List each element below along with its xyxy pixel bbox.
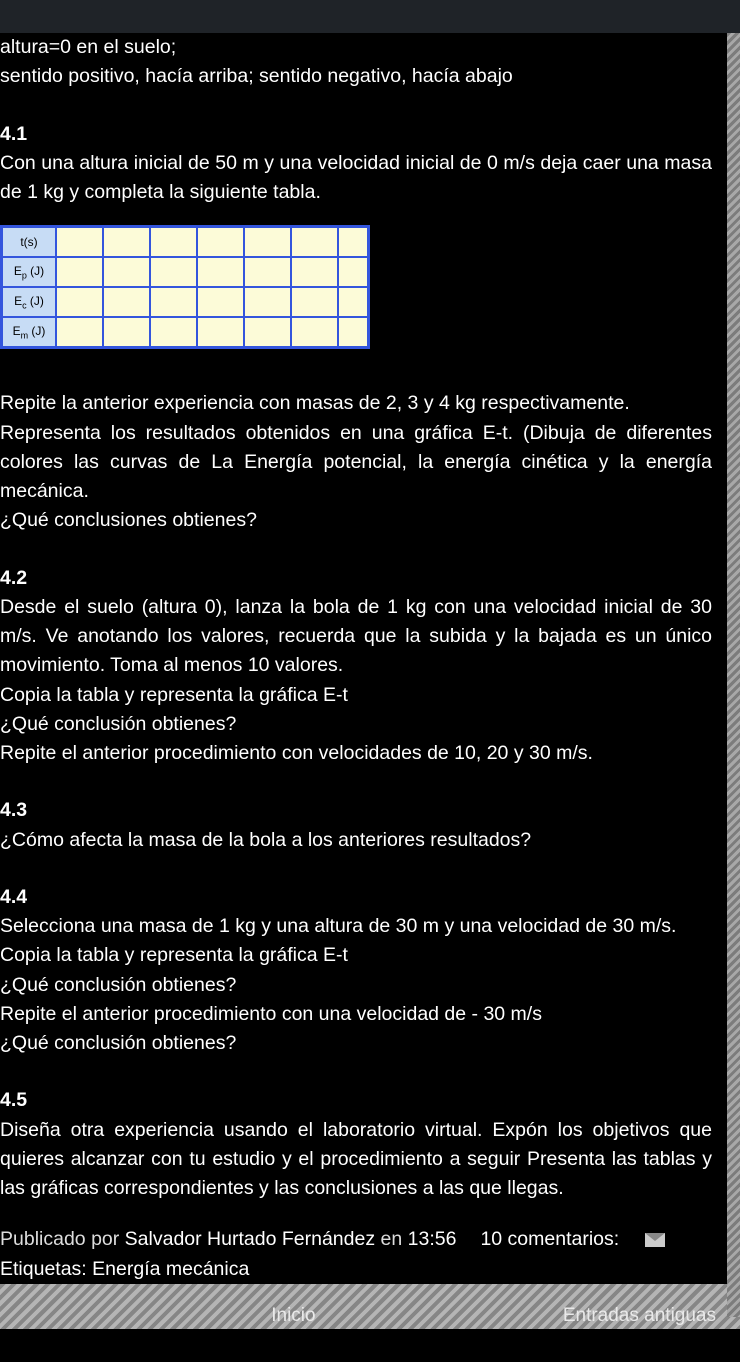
- section-4-1-after-3: ¿Qué conclusiones obtienes?: [0, 506, 712, 535]
- section-4-2-p2: Copia la tabla y representa la gráfica E…: [0, 681, 712, 710]
- older-posts-link[interactable]: Entradas antiguas: [563, 1305, 716, 1327]
- topbar: [0, 0, 740, 33]
- section-4-1-body: Con una altura inicial de 50 m y una vel…: [0, 149, 712, 208]
- table-cell: [338, 257, 368, 287]
- table-cell: [338, 317, 368, 347]
- at-label: en: [381, 1228, 403, 1250]
- table-cell: [291, 257, 338, 287]
- post-time[interactable]: 13:56: [408, 1228, 457, 1250]
- post-body: altura=0 en el suelo; sentido positivo, …: [0, 33, 712, 1284]
- section-4-5-p1: Diseña otra experiencia usando el labora…: [0, 1116, 712, 1204]
- table-cell: [244, 287, 291, 317]
- author-link[interactable]: Salvador Hurtado Fernández: [125, 1228, 375, 1250]
- table-cell: [338, 227, 368, 257]
- table-row-header: t(s): [2, 227, 56, 257]
- section-4-2-p3: ¿Qué conclusión obtienes?: [0, 710, 712, 739]
- table-row-header: Em (J): [2, 317, 56, 347]
- sidebar-edge: [727, 33, 740, 1317]
- table-cell: [291, 317, 338, 347]
- table-cell: [56, 227, 103, 257]
- blog-pager: Inicio Entradas antiguas: [0, 1284, 740, 1329]
- section-4-1-after-2: Representa los resultados obtenidos en u…: [0, 419, 712, 507]
- section-4-3-p1: ¿Cómo afecta la masa de la bola a los an…: [0, 826, 712, 855]
- table-cell: [244, 227, 291, 257]
- table-cell: [150, 227, 197, 257]
- heading-4-1: 4.1: [0, 120, 712, 149]
- table-cell: [150, 317, 197, 347]
- table-cell: [56, 257, 103, 287]
- table-cell: [103, 227, 150, 257]
- table-cell: [291, 227, 338, 257]
- table-cell: [338, 287, 368, 317]
- table-cell: [197, 317, 244, 347]
- section-4-4-p3: ¿Qué conclusión obtienes?: [0, 971, 712, 1000]
- section-4-4-p5: ¿Qué conclusión obtienes?: [0, 1029, 712, 1058]
- section-4-4-p2: Copia la tabla y representa la gráfica E…: [0, 941, 712, 970]
- table-cell: [197, 227, 244, 257]
- section-4-1-after-1: Repite la anterior experiencia con masas…: [0, 389, 712, 418]
- home-link[interactable]: Inicio: [24, 1305, 563, 1327]
- post-meta: Publicado por Salvador Hurtado Fernández…: [0, 1225, 712, 1284]
- section-4-2-p4: Repite el anterior procedimiento con vel…: [0, 739, 712, 768]
- section-4-4-p1: Selecciona una masa de 1 kg y una altura…: [0, 912, 712, 941]
- table-cell: [103, 317, 150, 347]
- heading-4-3: 4.3: [0, 796, 712, 825]
- table-cell: [291, 287, 338, 317]
- section-4-2-p1: Desde el suelo (altura 0), lanza la bola…: [0, 593, 712, 681]
- table-cell: [150, 287, 197, 317]
- table-cell: [103, 257, 150, 287]
- table-cell: [197, 257, 244, 287]
- intro-line-1: altura=0 en el suelo;: [0, 33, 712, 62]
- table-cell: [56, 287, 103, 317]
- heading-4-2: 4.2: [0, 564, 712, 593]
- intro-line-2: sentido positivo, hacía arriba; sentido …: [0, 62, 712, 91]
- table-cell: [150, 257, 197, 287]
- section-4-4-p4: Repite el anterior procedimiento con una…: [0, 1000, 712, 1029]
- email-post-icon[interactable]: [645, 1233, 665, 1247]
- table-row-header: Ep (J): [2, 257, 56, 287]
- table-cell: [244, 257, 291, 287]
- comments-link[interactable]: 10 comentarios:: [480, 1225, 619, 1254]
- heading-4-5: 4.5: [0, 1086, 712, 1115]
- table-cell: [244, 317, 291, 347]
- posted-by-label: Publicado por: [0, 1228, 119, 1250]
- table-cell: [197, 287, 244, 317]
- table-row-header: Ec (J): [2, 287, 56, 317]
- heading-4-4: 4.4: [0, 883, 712, 912]
- label-link[interactable]: Energía mecánica: [92, 1258, 249, 1280]
- table-cell: [103, 287, 150, 317]
- energy-table: t(s)Ep (J)Ec (J)Em (J): [0, 225, 370, 349]
- labels-label: Etiquetas:: [0, 1258, 87, 1280]
- table-cell: [56, 317, 103, 347]
